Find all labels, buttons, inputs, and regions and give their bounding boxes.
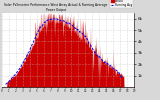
Text: Solar PV/Inverter Performance West Array Actual & Running Average Power Output: Solar PV/Inverter Performance West Array… (4, 3, 108, 12)
Legend: Actual, Running Avg: Actual, Running Avg (110, 0, 133, 8)
